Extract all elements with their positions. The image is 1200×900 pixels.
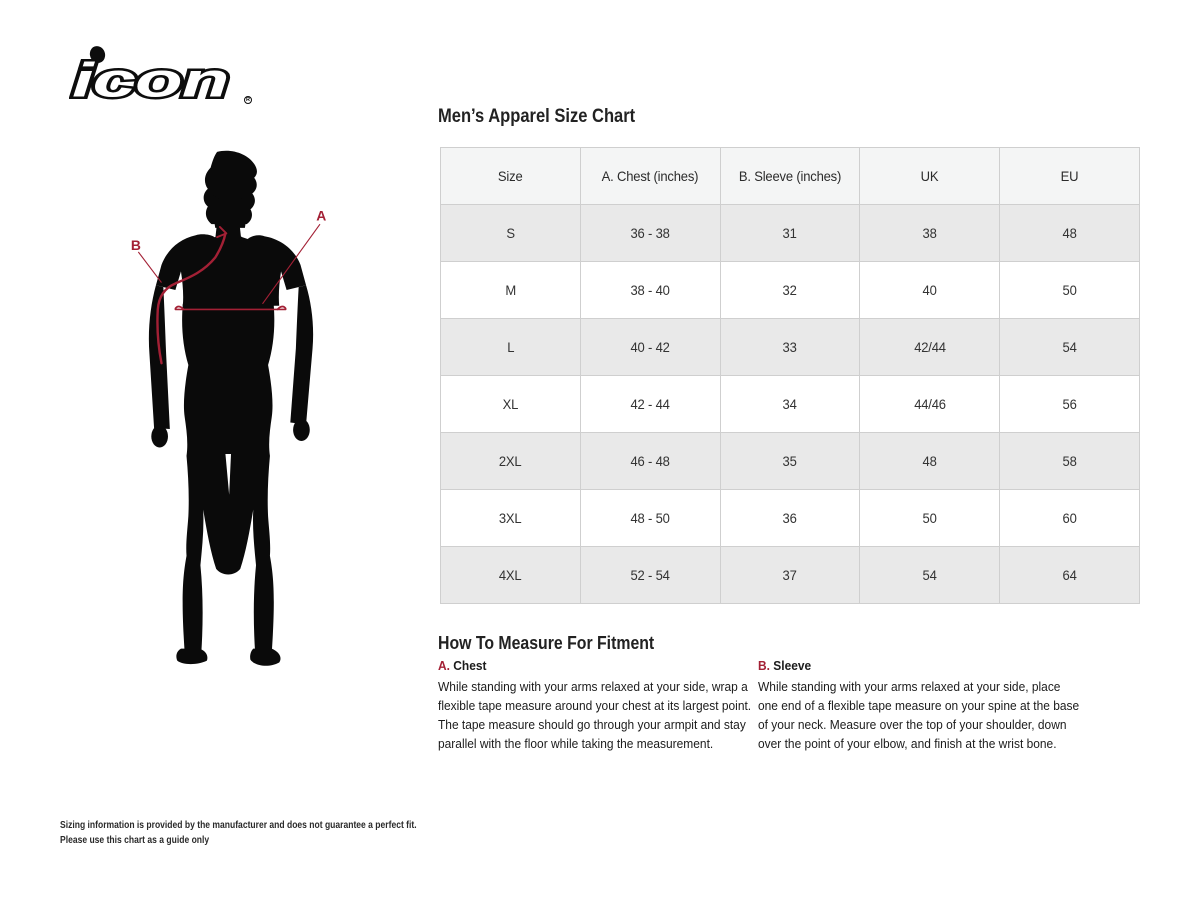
svg-text:A: A: [316, 207, 326, 223]
svg-text:B: B: [131, 237, 141, 253]
